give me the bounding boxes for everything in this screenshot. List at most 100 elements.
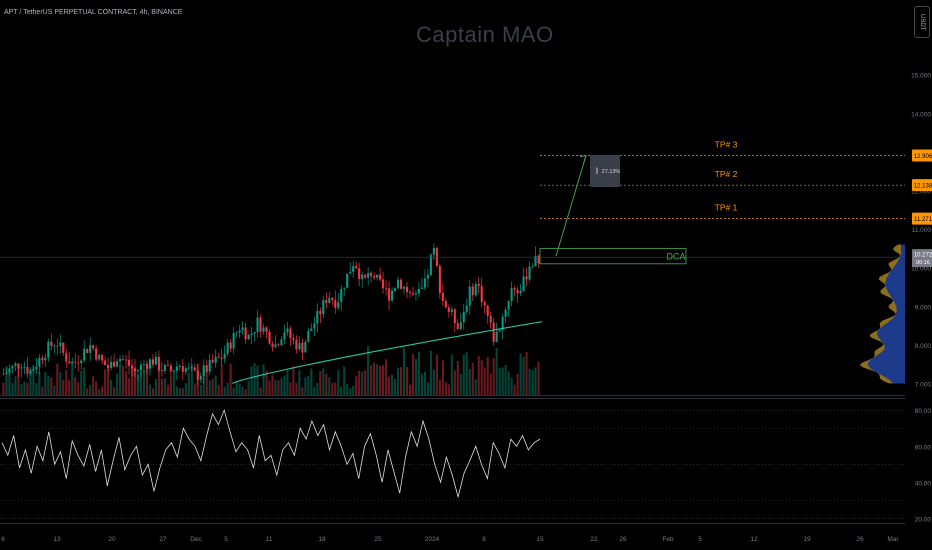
volume-bar [465,352,468,395]
candle-body [62,342,65,353]
volume-bar [130,365,134,395]
volume-bar [453,370,456,395]
candle-body [391,290,394,301]
volume-bar [352,385,355,395]
candle-body [151,359,154,365]
rsi-tick-label: 20.00 [915,516,932,523]
candle-body [402,286,406,289]
volume-bar [316,383,319,395]
candle-body [489,316,492,323]
candle-body [510,288,513,301]
candle-body [38,357,41,367]
arrow-head-icon [579,154,587,162]
candle-body [292,338,295,340]
candle-body [250,333,253,335]
candle-body [346,273,349,288]
volume-bar [414,359,418,395]
candle-body [498,329,501,332]
candle-body [83,348,86,361]
target-price-label: 11.271 [914,217,932,223]
volume-bar [438,379,441,395]
candle-body [468,286,471,306]
candle-body [47,341,50,358]
volume-bar [14,376,17,395]
candle-body [193,367,196,371]
candle-body [175,366,178,371]
candle-body [130,365,134,369]
volume-bar [122,365,125,395]
volume-bar [295,383,298,395]
volume-bar [498,367,501,395]
candle-body [393,288,397,291]
volume-bar [501,367,504,395]
volume-bar [513,384,516,395]
volume-bar [113,387,116,395]
candle-body [447,307,450,312]
candle-body [107,365,110,369]
volume-bar [119,365,122,395]
volume-bar [286,369,289,395]
candle-body [214,356,217,363]
volume-bar [349,388,352,395]
price-tick-label: 14.000 [911,111,931,118]
volume-bar [495,347,498,395]
volume-bar [226,382,229,395]
candle-body [77,362,80,364]
candle-body [301,342,304,353]
volume-bar [373,362,376,395]
volume-bar [17,363,20,395]
candle-body [316,311,319,324]
volume-bar [151,388,154,395]
candle-body [35,366,38,370]
dca-zone-box [539,247,687,265]
volume-bar [50,377,53,395]
candle-body [110,361,113,369]
time-tick-label: 15 [536,536,544,543]
volume-bar [29,368,32,395]
candle-body [429,254,432,275]
volume-bar [355,376,358,395]
candle-body [340,288,343,303]
currency-button[interactable]: USDT [914,6,930,38]
target-label-3: TP# 1 [715,203,738,213]
volume-bar [145,363,149,395]
time-tick-label: 19 [803,536,811,543]
candle-body [199,375,202,380]
volume-bar [388,376,391,395]
watermark-logo: Captain MAO [416,22,554,47]
candle-body [414,293,418,295]
candle-body [450,309,453,312]
candle-body [507,300,510,310]
candle-body [124,359,128,361]
time-tick-label: 11 [266,536,273,543]
candle-body [160,370,163,371]
candle-body [229,342,232,349]
volume-bar [53,385,56,395]
candle-body [444,300,447,308]
time-tick-label: 6 [1,536,5,543]
candle-body [495,331,498,342]
volume-bar [417,351,420,395]
volume-bar [420,373,423,395]
candle-body [379,274,382,280]
volume-bar [382,365,385,395]
candle-body [420,287,423,289]
volume-bar [268,380,271,395]
candle-body [501,316,504,330]
volume-bar [8,368,11,395]
time-tick-label: 8 [482,536,486,543]
candle-body [462,311,465,323]
projection-arrow [555,155,587,257]
candle-body [516,289,519,294]
volume-bar [367,345,370,395]
volume-bar [127,378,131,395]
candle-body [32,369,35,371]
candle-body [432,247,435,255]
target-price-label: 12.906 [914,154,932,160]
candle-body [328,297,331,303]
volume-bar [142,370,146,395]
volume-bar [399,367,403,395]
candle-body [116,361,119,367]
candle-body [325,300,328,303]
